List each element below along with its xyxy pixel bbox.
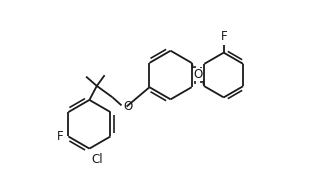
Text: Cl: Cl	[92, 153, 103, 166]
Text: O: O	[193, 68, 203, 81]
Text: O: O	[123, 100, 133, 113]
Text: F: F	[220, 30, 227, 43]
Text: F: F	[57, 130, 63, 143]
